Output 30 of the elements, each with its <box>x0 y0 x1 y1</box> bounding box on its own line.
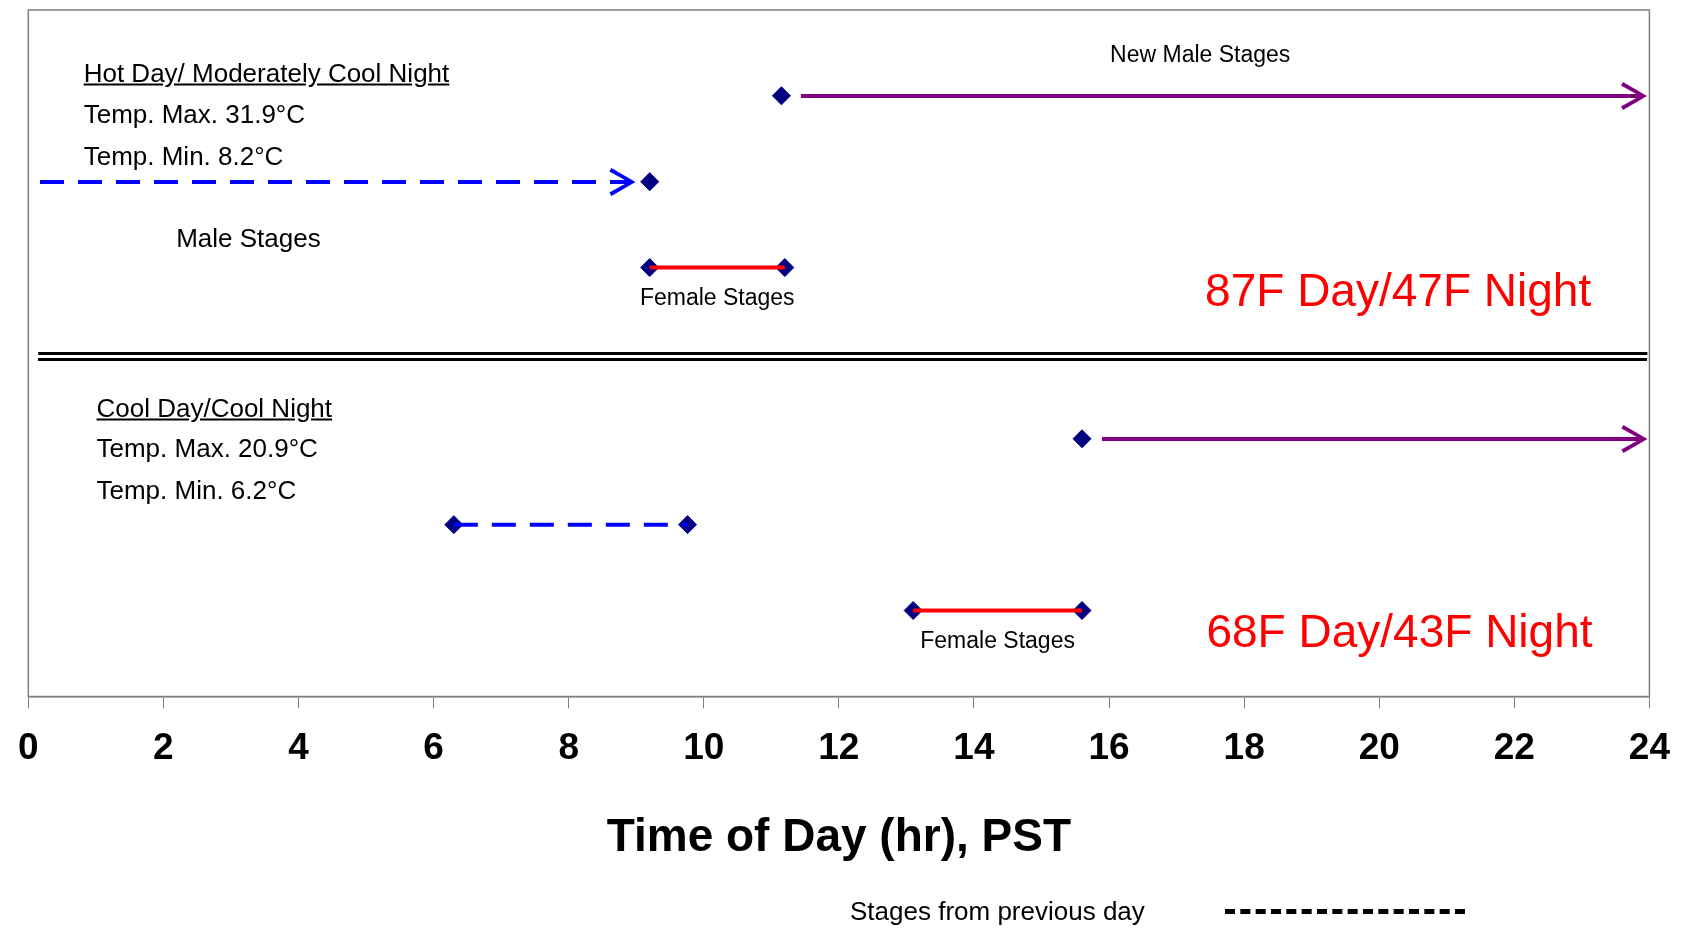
x-tick-label: 6 <box>423 725 444 767</box>
annotation: 87F Day/47F Night <box>1205 262 1592 317</box>
annotation: 68F Day/43F Night <box>1206 603 1593 658</box>
annotation: Male Stages <box>176 222 321 254</box>
annotation: Temp. Min. 6.2°C <box>96 474 297 506</box>
text: Stages from previous day <box>850 896 1145 927</box>
x-tick-label: 14 <box>953 725 995 767</box>
x-tick-label: 8 <box>558 725 579 767</box>
annotation: Temp. Max. 20.9°C <box>96 432 318 464</box>
x-tick-label: 10 <box>683 725 725 767</box>
x-tick-label: 2 <box>153 725 174 767</box>
x-tick-label: 16 <box>1088 725 1130 767</box>
x-tick-label: 24 <box>1628 725 1671 767</box>
point <box>771 86 791 106</box>
point <box>640 172 660 192</box>
text: Hot Day/ Moderately Cool Night <box>83 57 450 89</box>
x-tick-label: 18 <box>1223 725 1265 767</box>
x-axis-title: Time of Day (hr), PST <box>606 809 1072 862</box>
x-tick-label: 22 <box>1493 725 1535 767</box>
point <box>1072 429 1092 449</box>
series-label: Female Stages <box>639 284 795 311</box>
annotation: Cool Day/Cool Night <box>96 392 333 423</box>
x-tick-label: 12 <box>818 725 860 767</box>
x-tick-label: 20 <box>1358 725 1400 767</box>
series-label: Female Stages <box>920 627 1075 654</box>
x-tick-label: 0 <box>18 725 39 767</box>
annotation: Temp. Min. 8.2°C <box>83 140 284 172</box>
text: New Male Stages <box>1110 40 1291 68</box>
annotation: Temp. Max. 31.9°C <box>83 98 306 130</box>
x-tick-label: 4 <box>288 725 310 767</box>
